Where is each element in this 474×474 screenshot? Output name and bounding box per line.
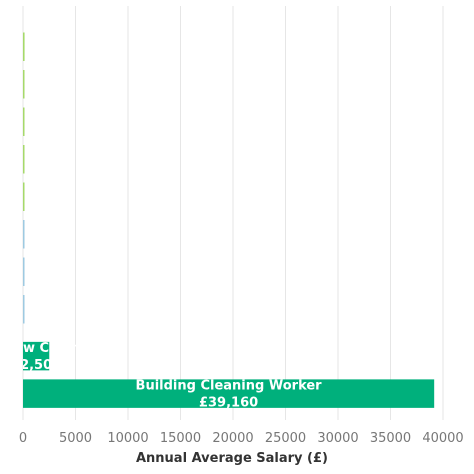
bar — [23, 379, 435, 408]
x-axis-ticks: 0 5000 10000 15000 20000 25000 30000 35000 40000 — [19, 431, 464, 446]
x-tick-label: 5000 — [59, 431, 92, 446]
grid-lines — [22, 6, 444, 420]
bar — [23, 107, 25, 136]
bar — [23, 32, 25, 61]
x-tick-label: 35000 — [370, 431, 411, 446]
bar — [23, 220, 25, 249]
x-axis-title: Annual Average Salary (£) — [136, 451, 328, 466]
bar — [23, 70, 25, 99]
bar-data-label: £2,500 — [11, 358, 61, 373]
x-tick-label: 0 — [19, 431, 27, 446]
bar — [23, 341, 50, 371]
x-tick-label: 10000 — [107, 431, 148, 446]
bar — [23, 182, 25, 211]
bar — [23, 295, 25, 324]
x-tick-label: 30000 — [317, 431, 358, 446]
bar — [23, 257, 25, 286]
x-tick-label: 25000 — [265, 431, 306, 446]
bar — [23, 145, 25, 174]
x-tick-label: 20000 — [212, 431, 253, 446]
bar-data-label: Building Cleaning Worker — [136, 379, 323, 394]
bar-data-label: Window Cleaner — [0, 341, 96, 356]
bar-data-label: £39,160 — [199, 396, 258, 411]
bars: Window Cleaner £2,500 Building Cleaning Wo… — [0, 32, 435, 411]
x-tick-label: 40000 — [422, 431, 463, 446]
x-tick-label: 15000 — [160, 431, 201, 446]
